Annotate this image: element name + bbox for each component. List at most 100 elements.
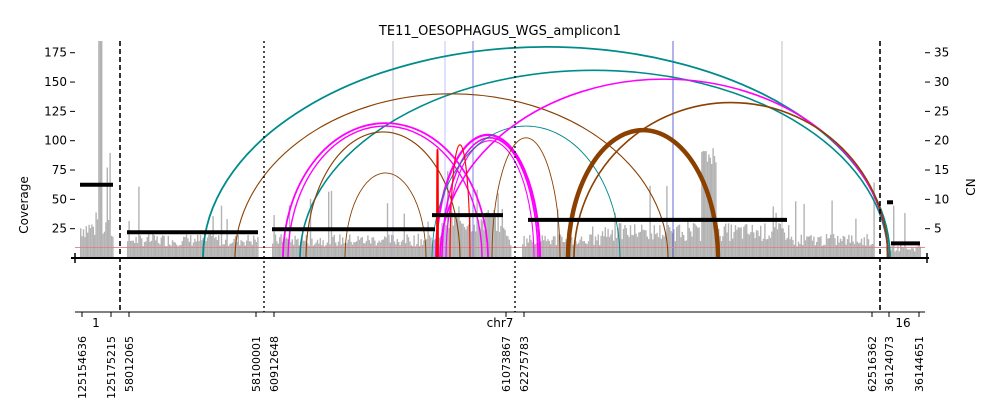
coverage-bar	[660, 238, 662, 258]
coverage-bar	[775, 212, 777, 258]
coverage-bar	[524, 246, 527, 258]
coverage-bar	[419, 246, 421, 258]
coverage-bar	[428, 235, 431, 258]
coverage-bar	[617, 228, 619, 258]
coverage-bar	[723, 226, 725, 258]
coverage-bar	[500, 226, 502, 258]
coverage-bar	[797, 241, 800, 258]
coverage-bar	[89, 228, 92, 258]
coverage-bar	[483, 230, 485, 258]
coverage-bar	[767, 239, 769, 258]
coverage-bar	[297, 238, 299, 258]
coverage-bar	[753, 232, 755, 258]
coverage-bar	[476, 189, 478, 258]
coverage-bar	[747, 233, 749, 258]
coverage-bar	[578, 242, 580, 258]
coverage-bar	[776, 229, 779, 258]
coverage-bar	[914, 251, 916, 258]
coverage-bar	[426, 239, 428, 258]
coverage-bar	[273, 215, 275, 258]
coverage-bar	[669, 227, 671, 258]
breakpoint-arc	[282, 122, 489, 259]
coverage-bar	[412, 246, 414, 258]
coverage-bar	[134, 243, 136, 258]
coverage-bar	[284, 238, 286, 258]
coverage-bar	[391, 234, 393, 258]
coverage-bar	[632, 235, 634, 258]
coverage-bar	[473, 224, 475, 258]
coverage-bar	[176, 244, 178, 258]
coverage-bar	[698, 227, 700, 258]
coverage-bar	[895, 250, 898, 258]
coverage-bar	[233, 238, 235, 258]
coverage-bar	[736, 229, 738, 258]
coverage-bar	[774, 227, 776, 258]
coverage-bar	[659, 225, 661, 258]
position-tick-label: 58012065	[123, 336, 136, 392]
coverage-bar	[493, 210, 495, 258]
coverage-bar	[232, 242, 234, 258]
coverage-bar	[534, 244, 536, 258]
coverage-bar	[487, 210, 489, 258]
coverage-bar	[811, 240, 814, 258]
coverage-bar	[629, 225, 632, 258]
coverage-bar	[468, 224, 470, 258]
coverage-bar	[688, 228, 690, 258]
coverage-bar	[219, 245, 221, 258]
coverage-bar	[337, 241, 340, 258]
coverage-bar	[82, 229, 85, 258]
coverage-bar	[333, 234, 335, 258]
coverage-bar	[312, 245, 314, 258]
coverage-bar	[596, 240, 598, 258]
chart-title: TE11_OESOPHAGUS_WGS_amplicon1	[378, 24, 621, 39]
coverage-bar	[613, 240, 615, 258]
breakpoint-arc	[439, 78, 889, 259]
coverage-bar	[163, 235, 165, 258]
coverage-bar	[600, 235, 602, 258]
coverage-bar	[670, 231, 672, 258]
coverage-bar	[754, 238, 756, 258]
coverage-bar	[912, 248, 914, 258]
axes: 25 50 75 100 125 150 175 5 10 15 20 25 30 35 125154636…	[44, 46, 949, 399]
coverage-bar	[87, 232, 89, 258]
coverage-bar	[399, 245, 401, 258]
coverage-bar	[323, 246, 326, 258]
coverage-bar	[748, 234, 751, 258]
coverage-bar	[463, 227, 466, 258]
coverage-bar	[451, 211, 453, 258]
coverage-bar	[824, 244, 826, 258]
coverage-bar	[828, 238, 830, 258]
coverage-bar	[191, 245, 193, 258]
coverage-bar	[645, 230, 647, 258]
coverage-bar	[869, 245, 871, 258]
coverage-bar	[349, 234, 351, 258]
coverage-bar	[321, 245, 323, 258]
coverage-bar	[395, 244, 397, 258]
coverage-bar	[545, 241, 548, 258]
coverage-bar	[420, 239, 422, 258]
left-tick-label: 175	[44, 46, 67, 60]
coverage-bar	[795, 201, 797, 258]
coverage-bar	[452, 225, 454, 258]
coverage-bar	[489, 215, 491, 258]
coverage-bar	[174, 242, 176, 258]
breakpoint-arc	[344, 172, 427, 259]
coverage-bar	[611, 229, 613, 258]
coverage-bar	[129, 240, 132, 258]
coverage-bar	[379, 242, 382, 258]
coverage-bar	[199, 235, 202, 258]
coverage-bar	[666, 185, 668, 258]
coverage-bar	[607, 228, 609, 258]
coverage-bar	[291, 239, 293, 258]
coverage-bar	[204, 234, 206, 258]
coverage-bar	[678, 224, 681, 258]
coverage-bar	[706, 161, 709, 258]
right-tick-label: 10	[934, 192, 949, 206]
coverage-bar	[529, 235, 531, 258]
coverage-bar	[634, 224, 636, 258]
coverage-bar	[585, 243, 587, 258]
coverage-bar	[676, 227, 678, 258]
coverage-bar	[872, 244, 874, 258]
breakpoint-arc	[431, 125, 621, 259]
coverage-bar	[615, 238, 618, 258]
